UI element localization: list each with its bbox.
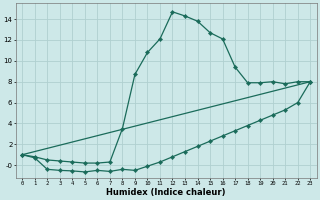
X-axis label: Humidex (Indice chaleur): Humidex (Indice chaleur) bbox=[107, 188, 226, 197]
